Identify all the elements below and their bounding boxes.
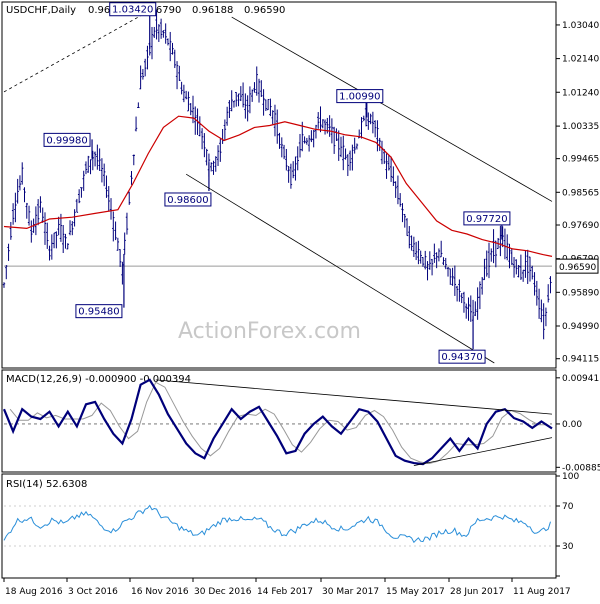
rsi-line [3,504,551,544]
date-axis-tick-label: 30 Dec 2016 [194,587,252,597]
price-axis-tick-label: 1.00335 [562,122,599,132]
macd-trendline-upper [155,379,553,415]
price-label-text: 0.95480 [78,307,119,318]
rsi-axis-tick-label: 30 [562,542,574,552]
date-axis-tick-label: 3 Oct 2016 [68,587,118,597]
price-label-box [164,192,212,207]
date-axis-tick-label: 16 Nov 2016 [131,587,189,597]
price-label-box [463,211,511,226]
price-axis-tick-label: 0.98565 [562,188,599,198]
price-label-box [109,2,157,17]
rsi-layer [3,504,552,547]
macd-signal-line [9,381,548,465]
trendline-channel-upper [231,16,553,202]
moving-average-line [3,115,553,257]
last-price-tag-text: 0.96590 [559,263,596,273]
trendline-dotted [3,10,150,93]
price-label-text: 1.03420 [112,5,153,16]
price-label-text: 0.99980 [46,135,87,146]
date-axis-tick-label: 28 Jun 2017 [450,587,504,597]
rsi-pane-frame [1,473,557,579]
axes-layer: 1.03040 1.02140 1.01240 1.00335 0.99465 0.985… [3,21,600,597]
rsi-label: RSI(14) 52.6308 [6,479,87,490]
price-axis-tick-label: 0.94990 [562,322,599,332]
macd-axis-tick-label: -0.008852 [562,463,600,473]
price-axis-tick-label: 0.95890 [562,288,599,298]
ohlc-low: 0.96188 [192,5,233,16]
price-axis-tick-label: 0.99465 [562,155,599,165]
price-label-box [43,132,91,147]
price-label-box [438,349,486,364]
price-label-text: 0.94370 [441,352,482,363]
macd-layer [2,378,553,466]
macd-pane-frame [1,369,557,473]
last-price-tag [555,258,599,274]
date-axis-tick-label: 18 Aug 2016 [5,587,63,597]
price-axis-tick-label: 0.97690 [562,221,599,231]
date-axis-tick-label: 30 Mar 2017 [322,587,379,597]
macd-axis-tick-label: 0.00 [562,420,582,430]
rsi-axis-tick-label: 70 [562,502,574,512]
ohlc-high: 0.96790 [140,5,181,16]
price-axis-tick-label: 1.03040 [562,21,599,31]
symbol-label: USDCHF,Daily [6,5,76,16]
ohlc-open: 0.96331 [88,5,129,16]
price-label-text: 0.97720 [466,214,507,225]
price-label-box [336,89,384,104]
date-axis-tick-label: 14 Feb 2017 [257,587,313,597]
macd-axis-tick-label: 0.009411 [562,374,600,384]
ohlc-close: 0.96590 [244,5,285,16]
price-label-box [75,304,123,319]
macd-trendline-lower [413,437,553,466]
trendline-channel-lower [185,173,495,364]
price-label-text: 0.98600 [167,195,208,206]
macd-main-line [2,378,553,466]
date-axis-tick-label: 15 May 2017 [386,587,445,597]
date-axis-tick-label: 11 Aug 2017 [513,587,571,597]
price-pane-frame [1,1,557,369]
price-layer: 1.03420 0.99980 0.98600 0.95480 1.00990 0.977… [2,2,553,364]
macd-label: MACD(12,26,9) -0.000900 -0.000394 [6,374,191,385]
price-axis-tick-label: 1.01240 [562,88,599,98]
price-axis-tick-label: 0.94115 [562,355,599,365]
watermark-text: ActionForex.com [178,319,361,344]
price-label-text: 1.00990 [339,92,380,103]
rsi-axis-tick-label: 100 [562,472,579,482]
price-axis-tick-label: 1.02140 [562,55,599,65]
